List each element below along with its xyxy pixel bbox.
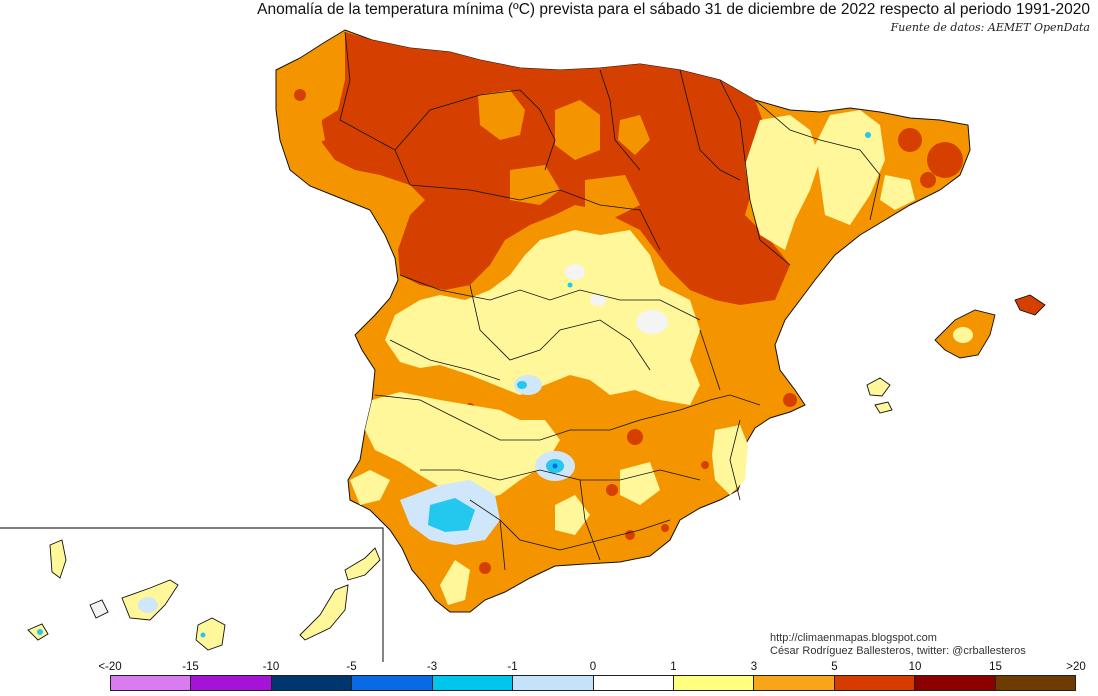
legend-swatch	[432, 676, 514, 690]
legend-swatch	[271, 676, 353, 690]
legend-tick-label: 0	[589, 661, 597, 673]
legend-tick-label: 1	[670, 661, 677, 673]
map-title: Anomalía de la temperatura mínima (ºC) p…	[257, 1, 1090, 18]
lanzarote	[344, 547, 381, 581]
legend-swatch	[754, 676, 835, 690]
legend-tick-label: 5	[831, 661, 838, 673]
data-source: Fuente de datos: AEMET OpenData	[890, 21, 1090, 34]
anomaly-spot-minus3-minus5	[552, 463, 558, 469]
legend-tick-label: 10	[908, 661, 922, 673]
region-borders	[339, 31, 881, 571]
author-credit: César Rodríguez Ballesteros, twitter: @c…	[770, 645, 1026, 657]
blog-link[interactable]: http://climaenmapas.blogspot.com	[770, 632, 937, 644]
credits: http://climaenmapas.blogspot.com César R…	[770, 632, 1026, 658]
anomaly-zone-1-3	[350, 110, 915, 605]
anomaly-zone-3-5	[300, 90, 650, 220]
gran-canaria	[195, 617, 226, 651]
ibiza	[866, 377, 891, 397]
anomaly-zone-0-1	[565, 264, 668, 334]
legend-swatch	[352, 676, 433, 690]
menorca	[1014, 294, 1046, 316]
legend-tick-label: -3	[426, 661, 438, 673]
legend-tick-label: -5	[346, 661, 357, 673]
legend-tick-label: >20	[1066, 661, 1086, 673]
legend-tick-label: 3	[750, 661, 758, 673]
legend-swatch	[513, 676, 594, 690]
legend-color-bar	[110, 675, 1076, 691]
legend-swatch	[191, 676, 272, 690]
legend-tick-label: 15	[989, 661, 1002, 673]
legend-swatch	[593, 676, 674, 690]
legend-tick-label: <-20	[98, 661, 122, 673]
fuerteventura	[299, 584, 349, 641]
balearic-islands	[866, 294, 1046, 414]
legend-swatch	[673, 676, 755, 690]
legend-swatch	[111, 676, 192, 690]
legend-swatch	[834, 676, 916, 690]
legend-tick-label: -15	[182, 661, 199, 673]
la-gomera	[89, 599, 109, 619]
legend-swatch	[915, 676, 996, 690]
la-palma	[49, 539, 67, 579]
formentera	[874, 401, 893, 414]
legend-swatch	[995, 676, 1076, 690]
legend-tick-label: -10	[262, 661, 280, 673]
canary-islands-inset	[0, 527, 384, 662]
legend-tick-label: -1	[507, 661, 518, 673]
